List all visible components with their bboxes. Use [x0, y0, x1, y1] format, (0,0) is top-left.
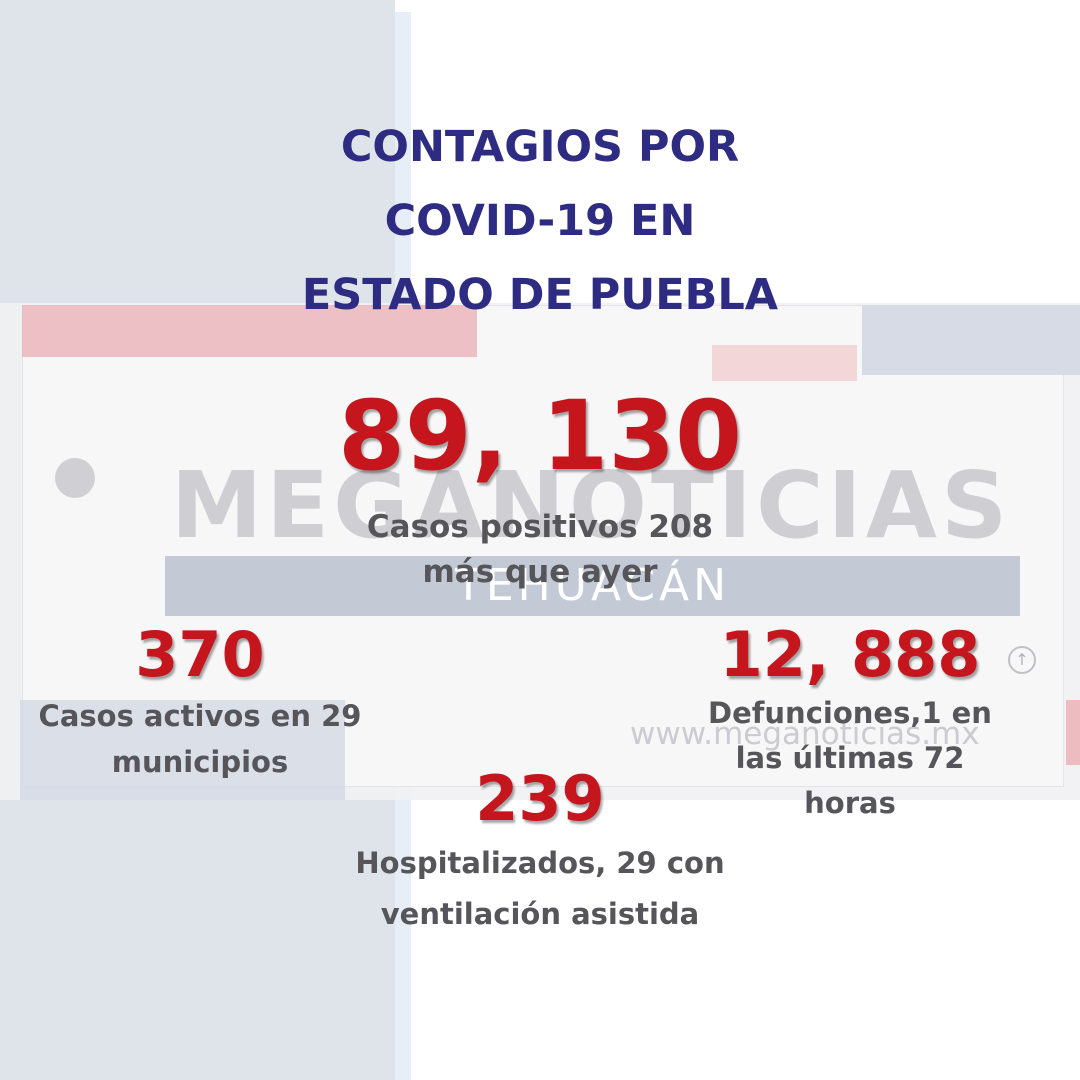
watermark-url: www.meganoticias.mx: [630, 716, 980, 752]
deaths-number: 12, 888: [719, 618, 981, 691]
hospitalized-label: Hospitalizados, 29 con ventilación asist…: [355, 846, 725, 931]
deaths-label: Defunciones,1 en las últimas 72 horas: [708, 696, 992, 820]
active-cases-number: 370: [135, 618, 265, 691]
active-cases-label: Casos activos en 29 municipios: [38, 699, 362, 779]
background-red-strip: [712, 345, 857, 381]
background-red-block: [22, 305, 477, 357]
positive-cases-number: 89, 130: [338, 380, 742, 492]
background-red-edge: [1066, 700, 1080, 765]
positive-cases-label: Casos positivos 208 más que ayer: [366, 509, 714, 590]
hospitalized-number: 239: [475, 762, 605, 835]
background-blue-block: [20, 700, 345, 800]
watermark-banner: [165, 556, 1020, 616]
watermark-city: TEHUACÁN: [454, 560, 731, 611]
background-circle: [55, 458, 95, 498]
watermark-brand: MEGANOTICIAS: [170, 452, 1012, 559]
arrow-up-icon: ↑: [1008, 646, 1036, 674]
page-title: CONTAGIOS POR COVID-19 EN ESTADO DE PUEB…: [301, 122, 779, 320]
background-navy-block: [862, 305, 1080, 375]
